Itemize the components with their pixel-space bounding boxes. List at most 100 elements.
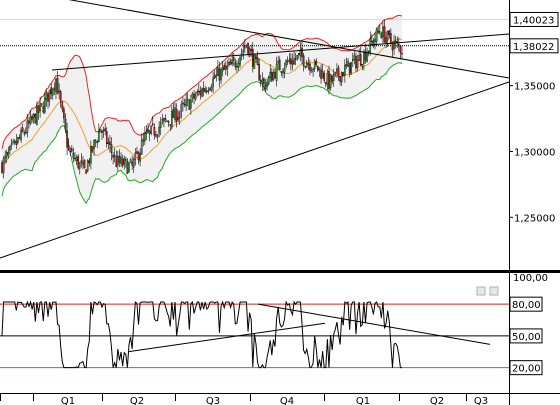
candle-body: [359, 54, 362, 66]
candle-body: [371, 40, 373, 43]
candle-body: [78, 162, 81, 169]
candle-body: [390, 33, 392, 43]
candle-body: [194, 95, 197, 100]
candle-body: [228, 62, 230, 66]
candle-body: [191, 93, 194, 99]
candle-body: [215, 74, 218, 78]
candle-body: [310, 69, 313, 73]
minimize-icon[interactable]: [476, 286, 486, 296]
candle-body: [399, 46, 402, 53]
candle-body: [259, 80, 262, 82]
candle-body: [145, 131, 148, 135]
candle-body: [123, 158, 126, 165]
candle-body: [263, 78, 265, 84]
candle-body: [147, 129, 149, 133]
osc-y-tick-label: 80,00: [512, 300, 541, 311]
candle-body: [218, 68, 221, 81]
candle-body: [266, 81, 268, 87]
candle-body: [134, 152, 137, 160]
candle-body: [105, 131, 108, 145]
candle-body: [242, 49, 245, 52]
candle-body: [93, 140, 95, 149]
candle-body: [72, 152, 75, 159]
candle-body: [50, 87, 53, 95]
candle-body: [186, 98, 189, 101]
candle-body: [301, 47, 303, 58]
candle-body: [2, 158, 5, 173]
candle-body: [32, 113, 35, 118]
candle-body: [328, 70, 330, 90]
candle-body: [312, 68, 314, 70]
candle-body: [129, 159, 132, 163]
candle-body: [231, 59, 233, 64]
descending-trendline: [68, 0, 510, 79]
candle-body: [66, 130, 68, 148]
candle-body: [264, 84, 267, 90]
candle-body: [340, 72, 343, 83]
candle-body: [10, 143, 13, 146]
candle-body: [74, 157, 76, 160]
candle-body: [77, 156, 79, 169]
candle-body: [18, 137, 21, 139]
candle-body: [217, 67, 219, 76]
candle-body: [344, 65, 346, 76]
candle-body: [258, 64, 260, 81]
panel-separator: [0, 270, 560, 273]
candle-body: [83, 159, 86, 168]
candle-body: [178, 112, 181, 119]
candle-body: [190, 99, 192, 109]
candle-body: [375, 29, 378, 42]
candle-body: [358, 55, 360, 61]
candle-body: [163, 117, 165, 122]
candle-body: [112, 154, 114, 158]
candle-body: [253, 55, 256, 69]
candle-body: [137, 152, 140, 161]
candle-body: [166, 120, 168, 122]
candle-body: [55, 78, 57, 93]
candle-body: [326, 73, 329, 86]
candle-body: [4, 155, 6, 159]
candle-body: [90, 145, 92, 164]
candle-body: [251, 48, 254, 67]
candle-body: [34, 114, 37, 124]
candle-body: [56, 77, 59, 95]
candle-body: [58, 90, 60, 93]
candle-body: [182, 102, 184, 104]
candle-body: [115, 156, 118, 167]
candle-body: [107, 142, 110, 145]
candle-body: [347, 60, 349, 67]
candle-body: [26, 120, 29, 133]
candle-body: [204, 88, 206, 93]
candle-body: [299, 49, 302, 57]
maximize-icon[interactable]: [489, 286, 499, 296]
x-tick-label: Q3: [474, 396, 488, 405]
candle-body: [269, 71, 272, 78]
candle-body: [128, 162, 130, 172]
candle-body: [36, 106, 38, 125]
candle-body: [401, 53, 403, 55]
candle-body: [31, 116, 33, 120]
candle-body: [250, 49, 253, 52]
candle-body: [153, 127, 156, 136]
candle-body: [320, 69, 322, 79]
price-box: [509, 11, 559, 27]
candle-body: [353, 55, 356, 60]
candle-body: [293, 58, 295, 64]
candle-body: [20, 129, 22, 141]
candle-body: [172, 109, 175, 119]
x-tick-label: Q1: [356, 396, 370, 405]
candle-body: [39, 103, 41, 111]
candle-body: [245, 44, 248, 47]
osc-level-box: [509, 296, 543, 312]
candle-body: [272, 72, 275, 80]
candle-body: [294, 58, 297, 60]
candle-body: [236, 66, 238, 68]
osc-level-box: [509, 328, 543, 344]
price-panel: [0, 0, 510, 259]
candle-body: [136, 151, 138, 154]
candle-body: [15, 141, 18, 145]
candle-body: [321, 71, 324, 79]
candle-body: [277, 60, 279, 64]
candle-body: [25, 131, 27, 134]
